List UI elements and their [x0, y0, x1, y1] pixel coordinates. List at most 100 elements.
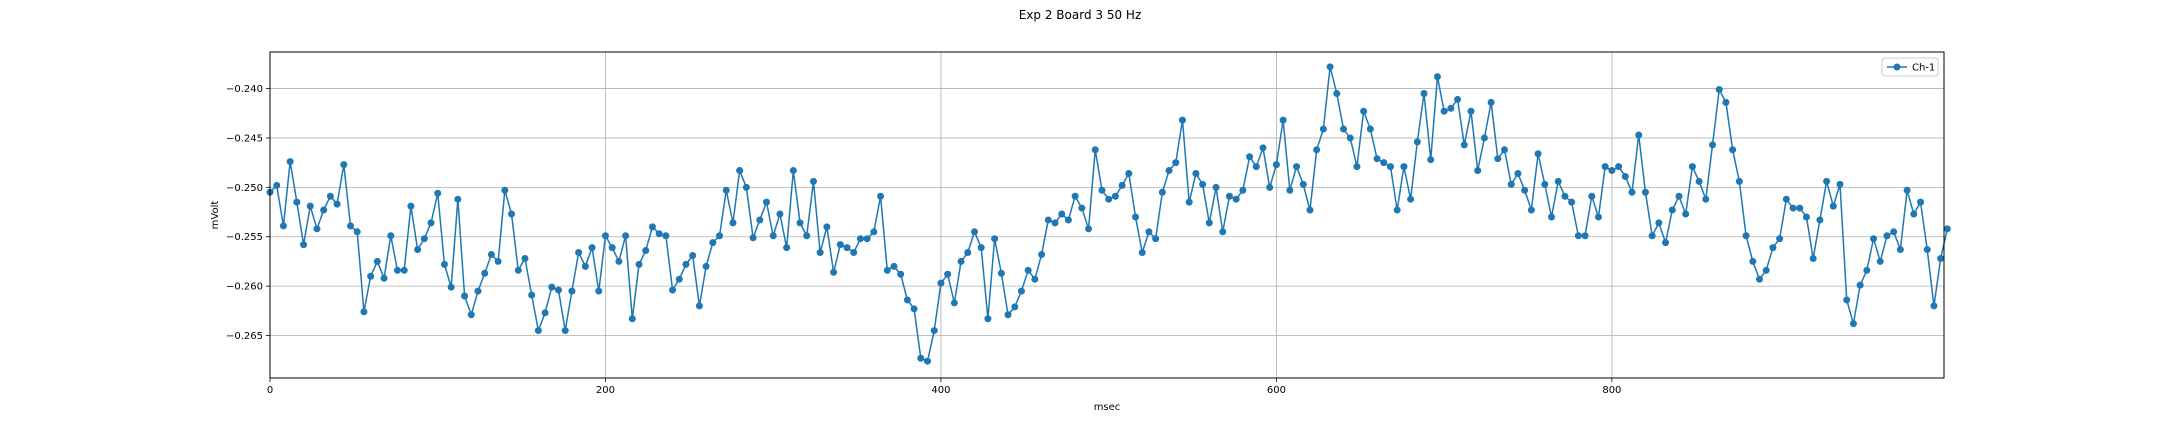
- data-point: [1252, 163, 1260, 171]
- data-point: [1219, 228, 1227, 236]
- data-point: [1299, 180, 1307, 188]
- series-layer: [266, 63, 1951, 365]
- data-point: [595, 287, 603, 295]
- data-point: [1527, 206, 1535, 214]
- data-point: [306, 202, 314, 210]
- data-point: [1447, 104, 1455, 112]
- data-point: [1172, 159, 1180, 167]
- data-point: [521, 254, 529, 262]
- data-point: [1467, 107, 1475, 115]
- data-point: [474, 287, 482, 295]
- data-point: [1272, 161, 1280, 169]
- data-point: [742, 183, 750, 191]
- data-point: [1608, 167, 1616, 175]
- data-point: [1004, 311, 1012, 319]
- data-point: [1024, 266, 1032, 274]
- data-point: [1353, 163, 1361, 171]
- data-point: [1829, 202, 1837, 210]
- data-point: [1776, 235, 1784, 243]
- data-point: [1856, 281, 1864, 289]
- data-point: [561, 327, 569, 335]
- data-point: [877, 192, 885, 200]
- data-point: [662, 232, 670, 240]
- data-point: [776, 210, 784, 218]
- data-point: [675, 275, 683, 283]
- data-point: [420, 235, 428, 243]
- data-point: [1058, 210, 1066, 218]
- data-point: [1373, 155, 1381, 163]
- data-point: [635, 260, 643, 268]
- data-point: [387, 232, 395, 240]
- data-point: [481, 269, 489, 277]
- data-point: [1380, 159, 1388, 167]
- data-point: [1521, 186, 1529, 194]
- data-point: [789, 167, 797, 175]
- data-point: [1199, 180, 1207, 188]
- data-point: [1333, 89, 1341, 97]
- data-point: [434, 189, 442, 197]
- y-tick-label: −0.250: [226, 183, 263, 194]
- data-point: [1729, 146, 1737, 154]
- y-tick-label: −0.260: [226, 282, 263, 293]
- data-point: [1386, 163, 1394, 171]
- data-point: [1836, 180, 1844, 188]
- data-point: [729, 219, 737, 227]
- data-point: [997, 269, 1005, 277]
- data-point: [695, 302, 703, 310]
- data-point: [581, 262, 589, 270]
- data-point: [1165, 167, 1173, 175]
- data-point: [1574, 232, 1582, 240]
- data-point: [1017, 287, 1025, 295]
- data-point: [1246, 153, 1254, 161]
- data-point: [1910, 210, 1918, 218]
- data-point: [1132, 213, 1140, 221]
- data-point: [1038, 251, 1046, 259]
- data-point: [608, 244, 616, 252]
- data-point: [749, 234, 757, 242]
- data-point: [1232, 195, 1240, 203]
- data-point: [1326, 63, 1334, 71]
- data-point: [1662, 239, 1670, 247]
- data-point: [977, 244, 985, 252]
- data-point: [273, 181, 281, 189]
- data-point: [890, 262, 898, 270]
- data-point: [1548, 213, 1555, 221]
- data-point: [1722, 98, 1730, 106]
- data-point: [1145, 228, 1153, 236]
- data-point: [393, 266, 401, 274]
- data-point: [1111, 192, 1119, 200]
- data-point: [1474, 167, 1482, 175]
- data-point: [1789, 204, 1797, 212]
- data-point: [615, 257, 623, 265]
- data-point: [1581, 232, 1589, 240]
- data-point: [333, 200, 341, 208]
- plot-area-frame: [269, 51, 1945, 379]
- data-point: [783, 244, 791, 252]
- data-point: [709, 239, 717, 247]
- data-point: [702, 262, 710, 270]
- data-point: [1078, 204, 1086, 212]
- data-point: [588, 244, 596, 252]
- data-point: [1883, 232, 1891, 240]
- data-point: [1071, 192, 1079, 200]
- data-point: [803, 232, 811, 240]
- data-point: [1796, 204, 1804, 212]
- data-point: [575, 249, 583, 257]
- data-point: [1259, 144, 1267, 152]
- data-point: [1668, 206, 1676, 214]
- data-point: [1507, 180, 1515, 188]
- data-point: [1306, 206, 1314, 214]
- data-point: [1615, 163, 1623, 171]
- data-point: [836, 241, 844, 249]
- data-point: [1091, 146, 1099, 154]
- data-point: [1433, 73, 1441, 81]
- data-point: [1494, 155, 1502, 163]
- data-point: [1628, 188, 1636, 196]
- x-tick-label: 800: [1602, 385, 1621, 396]
- data-point: [1192, 170, 1200, 178]
- data-point: [1802, 213, 1810, 221]
- data-point: [1393, 206, 1401, 214]
- data-point: [494, 257, 502, 265]
- data-point: [1876, 257, 1884, 265]
- data-point: [501, 186, 509, 194]
